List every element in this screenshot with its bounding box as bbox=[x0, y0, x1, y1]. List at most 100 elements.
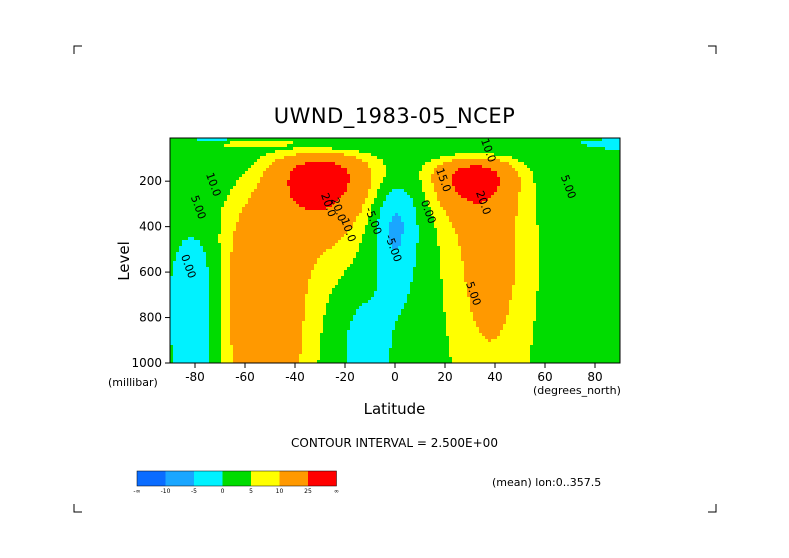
field-cell bbox=[299, 261, 302, 264]
field-cell bbox=[320, 360, 323, 363]
field-cell bbox=[260, 294, 263, 297]
field-cell bbox=[344, 327, 347, 330]
field-cell bbox=[227, 348, 230, 351]
field-cell bbox=[245, 186, 248, 189]
field-cell bbox=[224, 147, 227, 150]
field-cell bbox=[242, 300, 245, 303]
field-cell bbox=[179, 321, 182, 324]
field-cell bbox=[176, 309, 179, 312]
field-cell bbox=[185, 231, 188, 234]
field-cell bbox=[347, 258, 350, 261]
field-cell bbox=[347, 219, 350, 222]
field-cell bbox=[236, 315, 239, 318]
field-cell bbox=[242, 303, 245, 306]
field-cell bbox=[323, 285, 326, 288]
field-cell bbox=[263, 243, 266, 246]
field-cell bbox=[329, 210, 332, 213]
field-cell bbox=[266, 303, 269, 306]
field-cell bbox=[242, 168, 245, 171]
field-cell bbox=[206, 144, 209, 147]
field-cell bbox=[170, 240, 173, 243]
field-cell bbox=[329, 270, 332, 273]
field-cell bbox=[314, 270, 317, 273]
field-cell bbox=[242, 288, 245, 291]
field-cell bbox=[233, 204, 236, 207]
field-cell bbox=[212, 144, 215, 147]
field-cell bbox=[296, 273, 299, 276]
field-cell bbox=[296, 324, 299, 327]
field-cell bbox=[203, 315, 206, 318]
field-cell bbox=[356, 180, 359, 183]
field-cell bbox=[341, 141, 344, 144]
field-cell bbox=[224, 267, 227, 270]
field-cell bbox=[362, 153, 365, 156]
field-cell bbox=[317, 162, 320, 165]
field-cell bbox=[236, 303, 239, 306]
field-cell bbox=[194, 147, 197, 150]
field-cell bbox=[320, 357, 323, 360]
field-cell bbox=[215, 162, 218, 165]
field-cell bbox=[266, 291, 269, 294]
field-cell bbox=[302, 291, 305, 294]
field-cell bbox=[332, 207, 335, 210]
field-cell bbox=[200, 237, 203, 240]
field-cell bbox=[272, 330, 275, 333]
field-cell bbox=[302, 213, 305, 216]
field-cell bbox=[182, 201, 185, 204]
field-cell bbox=[233, 171, 236, 174]
field-cell bbox=[242, 177, 245, 180]
field-cell bbox=[206, 345, 209, 348]
field-cell bbox=[215, 333, 218, 336]
field-cell bbox=[203, 297, 206, 300]
field-cell bbox=[269, 192, 272, 195]
field-cell bbox=[320, 183, 323, 186]
field-cell bbox=[188, 318, 191, 321]
field-cell bbox=[287, 258, 290, 261]
field-cell bbox=[239, 246, 242, 249]
field-cell bbox=[284, 147, 287, 150]
field-cell bbox=[176, 219, 179, 222]
field-cell bbox=[257, 153, 260, 156]
field-cell bbox=[185, 309, 188, 312]
field-cell bbox=[206, 207, 209, 210]
field-cell bbox=[314, 279, 317, 282]
field-cell bbox=[338, 237, 341, 240]
field-cell bbox=[338, 276, 341, 279]
field-cell bbox=[269, 288, 272, 291]
field-cell bbox=[359, 189, 362, 192]
field-cell bbox=[302, 183, 305, 186]
field-cell bbox=[317, 360, 320, 363]
field-cell bbox=[278, 330, 281, 333]
field-cell bbox=[185, 285, 188, 288]
field-cell bbox=[323, 318, 326, 321]
field-cell bbox=[281, 360, 284, 363]
field-cell bbox=[260, 243, 263, 246]
field-cell bbox=[194, 228, 197, 231]
field-cell bbox=[239, 156, 242, 159]
field-cell bbox=[206, 351, 209, 354]
field-cell bbox=[239, 270, 242, 273]
field-cell bbox=[212, 150, 215, 153]
field-cell bbox=[335, 222, 338, 225]
field-cell bbox=[290, 267, 293, 270]
field-cell bbox=[275, 339, 278, 342]
field-cell bbox=[359, 171, 362, 174]
field-cell bbox=[257, 315, 260, 318]
field-cell bbox=[314, 312, 317, 315]
field-cell bbox=[338, 162, 341, 165]
field-cell bbox=[251, 279, 254, 282]
field-cell bbox=[200, 357, 203, 360]
field-cell bbox=[272, 222, 275, 225]
field-cell bbox=[260, 195, 263, 198]
field-cell bbox=[233, 222, 236, 225]
field-cell bbox=[182, 339, 185, 342]
field-cell bbox=[287, 204, 290, 207]
field-cell bbox=[314, 243, 317, 246]
field-cell bbox=[227, 315, 230, 318]
field-cell bbox=[251, 255, 254, 258]
field-cell bbox=[290, 165, 293, 168]
field-cell bbox=[323, 222, 326, 225]
field-cell bbox=[173, 249, 176, 252]
field-cell bbox=[299, 153, 302, 156]
field-cell bbox=[179, 228, 182, 231]
